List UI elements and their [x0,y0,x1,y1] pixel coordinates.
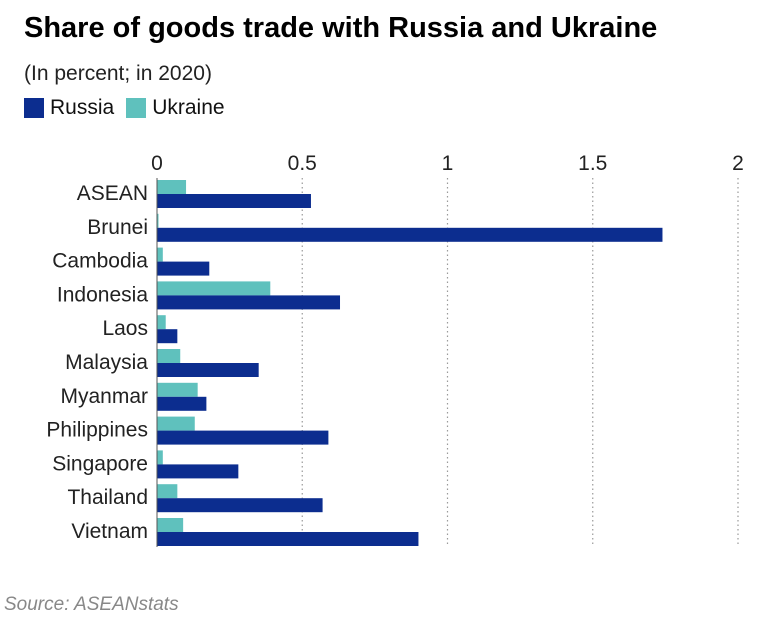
category-label: Brunei [87,216,148,239]
legend: Russia Ukraine [24,96,237,120]
x-tick-label: 1 [442,152,454,175]
category-label: Singapore [52,452,148,475]
bar-russia-laos [157,329,178,344]
category-label: Laos [102,317,148,340]
legend-swatch-ukraine [126,98,147,118]
bar-russia-indonesia [157,295,341,310]
x-tick-label: 0.5 [288,152,317,175]
legend-item-ukraine: Ukraine [126,96,225,120]
bar-ukraine-brunei [157,213,159,228]
source-note: Source: ASEANstats [4,594,179,615]
category-label: Thailand [67,486,148,509]
legend-label-ukraine: Ukraine [152,96,225,119]
bar-ukraine-myanmar [157,382,198,397]
category-label: Philippines [46,419,148,442]
category-label: ASEAN [77,182,148,205]
bar-russia-philippines [157,430,329,445]
bar-ukraine-thailand [157,484,178,499]
bar-russia-thailand [157,498,323,513]
bar-ukraine-asean [157,180,187,194]
legend-label-russia: Russia [50,96,115,119]
chart-title: Share of goods trade with Russia and Ukr… [24,12,658,44]
bar-russia-cambodia [157,261,210,276]
bar-ukraine-indonesia [157,281,271,296]
bar-russia-vietnam [157,532,419,546]
bar-ukraine-cambodia [157,247,163,262]
category-label: Myanmar [60,385,148,408]
x-tick-label: 1.5 [578,152,607,175]
legend-item-russia: Russia [24,96,114,120]
legend-swatch-russia [24,98,44,118]
category-label: Cambodia [52,250,148,273]
category-label: Vietnam [71,520,148,543]
bar-russia-singapore [157,464,239,479]
chart-subtitle: (In percent; in 2020) [24,62,212,85]
category-label: Indonesia [57,283,148,306]
bar-russia-brunei [157,227,663,242]
x-tick-label: 2 [732,152,744,175]
bar-ukraine-vietnam [157,518,184,532]
bar-ukraine-singapore [157,450,163,465]
category-label: Malaysia [65,351,148,374]
bar-russia-asean [157,194,311,208]
bar-ukraine-philippines [157,416,195,431]
bar-chart: 0 0.5 1 1.5 2 ASEAN Brunei Cambodia Indonesia Lao… [46,152,744,547]
x-tick-label: 0 [151,152,163,175]
bar-russia-malaysia [157,363,259,377]
bar-ukraine-malaysia [157,349,181,363]
bar-russia-myanmar [157,396,207,411]
bar-ukraine-laos [157,315,166,330]
